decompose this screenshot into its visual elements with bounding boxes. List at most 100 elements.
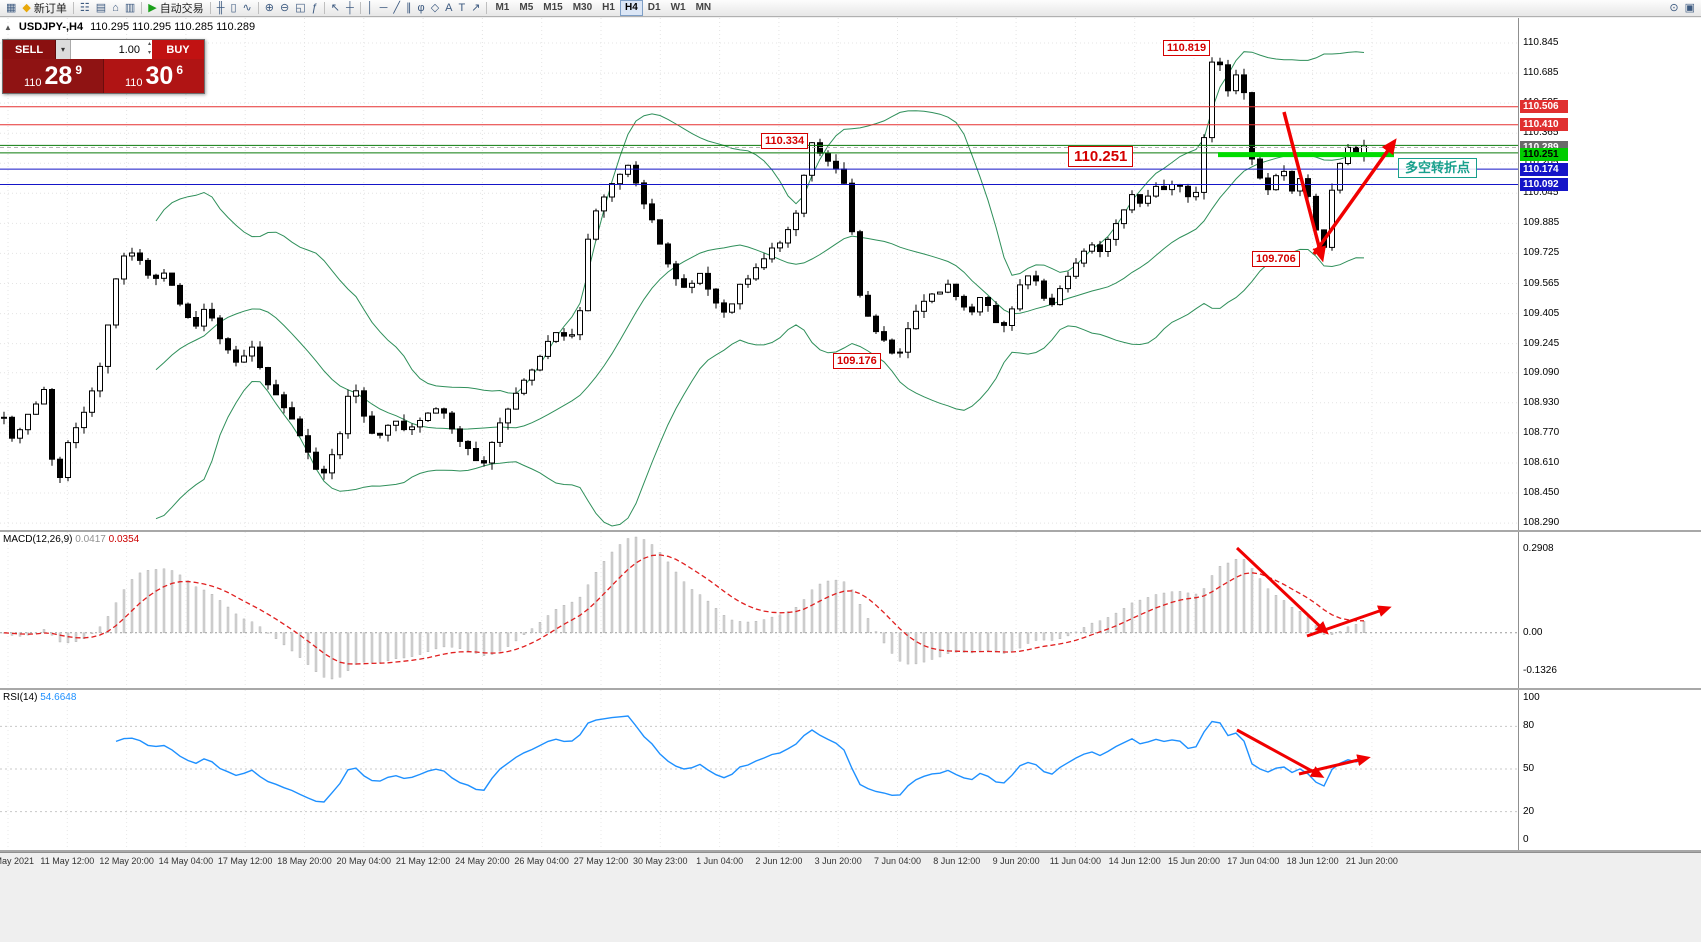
panel-divider[interactable] — [0, 688, 1701, 690]
candle — [105, 324, 111, 374]
trend-arrow-object[interactable] — [1298, 754, 1371, 776]
horizontal-line-icon[interactable]: ─ — [377, 1, 391, 16]
shapes-icon[interactable]: ◇ — [428, 1, 442, 16]
candle — [433, 407, 439, 414]
buy-price-display[interactable]: 110 30 6 — [104, 59, 204, 93]
new-order-button[interactable]: ◆ 新订单 — [19, 1, 69, 16]
price-scale-label: 109.090 — [1523, 366, 1560, 378]
trendline-icon[interactable]: ╱ — [390, 1, 403, 16]
candle — [481, 456, 487, 467]
timeframe-button-m30[interactable]: M30 — [572, 2, 593, 13]
label-icon[interactable]: T — [456, 1, 469, 16]
candle — [465, 440, 471, 456]
candle — [217, 315, 223, 345]
buy-button[interactable]: BUY — [152, 40, 204, 59]
trend-arrow-object[interactable] — [1236, 728, 1325, 778]
price-chart-canvas[interactable] — [0, 18, 1518, 530]
cursor-icon[interactable]: ↖ — [328, 1, 343, 16]
zoom-in-icon[interactable]: ⊕ — [262, 1, 277, 16]
auto-trading-button[interactable]: ▶ 自动交易 — [145, 1, 206, 16]
volume-input[interactable]: 1.00 ▴ ▾ — [71, 40, 152, 59]
candlestick-chart-icon[interactable]: ▯ — [227, 1, 239, 16]
zoom-out-icon[interactable]: ⊖ — [277, 1, 292, 16]
arrow-tool-icon-glyph: ↗ — [471, 1, 481, 14]
text-icon[interactable]: A — [442, 1, 455, 16]
order-type-dropdown[interactable]: ▾ — [56, 40, 71, 59]
arrow-tool-icon[interactable]: ↗ — [468, 1, 483, 16]
symbol-marker-icon: ▲ — [4, 22, 12, 32]
candle — [801, 174, 807, 218]
candle — [1, 411, 7, 425]
candle — [601, 194, 607, 218]
market-watch-icon[interactable]: ☷ — [77, 1, 93, 16]
timeframe-button-h1[interactable]: H1 — [602, 2, 615, 13]
candle — [993, 301, 999, 324]
time-axis[interactable]: 10 May 2021 11 May 12:00 12 May 20:00 14 Ma… — [0, 852, 1701, 942]
macd-histogram — [2, 536, 1366, 680]
rsi-scale[interactable]: 100 80 50 20 0 — [1518, 690, 1701, 850]
data-window-icon[interactable]: ▤ — [93, 1, 109, 16]
timeframe-button-d1[interactable]: D1 — [647, 2, 661, 13]
macd-scale[interactable]: 0.2908 0.00 -0.1326 — [1518, 532, 1701, 688]
candle — [969, 303, 975, 316]
price-scale-label: 108.290 — [1523, 517, 1560, 529]
bar-chart-icon[interactable]: ╫ — [214, 1, 228, 16]
candle — [585, 233, 591, 312]
fibonacci-icon[interactable]: φ — [415, 1, 428, 16]
crosshair-icon[interactable]: ┼ — [343, 1, 357, 16]
time-axis-label: 2 Jun 12:00 — [755, 856, 803, 866]
candle — [137, 249, 143, 265]
sell-button[interactable]: SELL — [3, 40, 56, 59]
time-axis-label: 20 May 04:00 — [336, 856, 392, 866]
spin-up-icon[interactable]: ▴ — [147, 41, 151, 47]
trend-arrow-object[interactable] — [1312, 138, 1397, 256]
tile-windows-icon[interactable]: ◱ — [292, 1, 308, 16]
navigator-icon[interactable]: ⌂ — [109, 1, 122, 16]
turning-point-note[interactable]: 多空转折点 — [1398, 158, 1478, 178]
terminal-icon[interactable]: ▥ — [122, 1, 138, 16]
trend-arrow-object[interactable] — [1282, 111, 1326, 263]
volume-value: 1.00 — [118, 43, 140, 56]
trend-arrow-object[interactable] — [1235, 546, 1329, 635]
indicators-icon[interactable]: ƒ — [309, 1, 321, 16]
candle — [313, 447, 319, 470]
toolbar-separator — [72, 2, 74, 14]
candle — [25, 413, 31, 435]
panel-divider[interactable] — [0, 850, 1701, 852]
candle — [1361, 139, 1367, 162]
timeframe-button-w1[interactable]: W1 — [670, 2, 686, 13]
candle — [929, 293, 935, 304]
timeframe-button-h4[interactable]: H4 — [619, 0, 643, 16]
price-scale[interactable]: 110.845110.685110.525110.365110.205110.0… — [1518, 18, 1701, 530]
macd-main-value: 0.0417 — [75, 534, 106, 545]
panel-divider[interactable] — [0, 530, 1701, 532]
new-chart-icon[interactable]: ▦ — [3, 1, 19, 16]
candle — [561, 328, 567, 341]
vertical-line-icon[interactable]: │ — [364, 1, 377, 16]
timeframe-button-m15[interactable]: M15 — [543, 2, 563, 13]
timeframe-button-mn[interactable]: MN — [695, 2, 712, 13]
toolbar-separator — [359, 2, 361, 14]
channel-icon[interactable]: ∥ — [403, 1, 415, 16]
search-icon[interactable]: ⊙ — [1669, 1, 1679, 14]
price-chart-panel[interactable]: 110.819 110.334 110.251 109.706 109.176 ▲ US… — [0, 18, 1518, 530]
candle — [1001, 320, 1007, 333]
candle — [593, 208, 599, 241]
trend-arrow-object[interactable] — [1306, 605, 1392, 638]
line-chart-icon[interactable]: ∿ — [240, 1, 255, 16]
candle — [169, 272, 175, 286]
candle — [201, 303, 207, 332]
candle — [185, 302, 191, 319]
volume-spinner[interactable]: ▴ ▾ — [148, 40, 151, 58]
spin-down-icon[interactable]: ▾ — [147, 50, 151, 56]
timeframe-button-m5[interactable]: M5 — [519, 2, 534, 13]
window-icon[interactable]: ▣ — [1684, 1, 1695, 14]
sell-price-display[interactable]: 110 28 9 — [3, 59, 104, 93]
rsi-scale-label: 80 — [1523, 720, 1535, 732]
rsi-scale-label: 100 — [1523, 692, 1540, 703]
candle — [1337, 162, 1343, 194]
timeframe-button-m1[interactable]: M1 — [495, 2, 510, 13]
time-axis-label: 24 May 20:00 — [455, 856, 510, 866]
bollinger-lower — [155, 248, 1365, 527]
price-scale-label: 108.770 — [1523, 426, 1560, 438]
